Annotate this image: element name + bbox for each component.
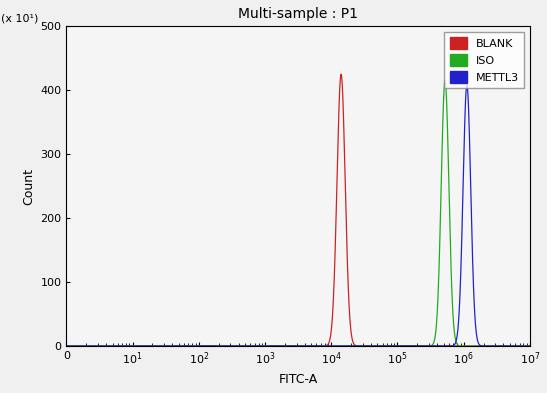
Line: METTL3: METTL3 [66, 85, 530, 346]
BLANK [154, 344, 160, 349]
Y-axis label: Count: Count [22, 168, 35, 205]
METTL3 [65, 344, 72, 349]
ISO [527, 344, 533, 349]
ISO [91, 344, 97, 349]
ISO [289, 344, 296, 349]
X-axis label: FITC-A: FITC-A [278, 373, 318, 386]
METTL3 [527, 344, 533, 349]
Line: BLANK: BLANK [66, 74, 530, 346]
BLANK [527, 344, 533, 349]
Title: Multi-sample : P1: Multi-sample : P1 [238, 7, 358, 21]
Legend: BLANK, ISO, METTL3: BLANK, ISO, METTL3 [445, 32, 524, 88]
Line: ISO: ISO [66, 81, 530, 346]
BLANK [289, 344, 296, 349]
ISO [65, 344, 72, 349]
ISO [442, 78, 449, 83]
METTL3 [82, 344, 89, 349]
ISO [502, 344, 509, 349]
METTL3 [289, 344, 296, 349]
ISO [63, 344, 69, 349]
BLANK [338, 72, 345, 77]
METTL3 [63, 344, 69, 349]
Text: (x 10¹): (x 10¹) [2, 13, 39, 23]
METTL3 [464, 83, 470, 88]
BLANK [91, 344, 97, 349]
METTL3 [154, 344, 160, 349]
BLANK [502, 344, 509, 349]
ISO [154, 344, 160, 349]
BLANK [65, 344, 72, 349]
BLANK [63, 344, 69, 349]
METTL3 [502, 344, 509, 349]
METTL3 [91, 344, 97, 349]
ISO [82, 344, 89, 349]
BLANK [82, 344, 89, 349]
